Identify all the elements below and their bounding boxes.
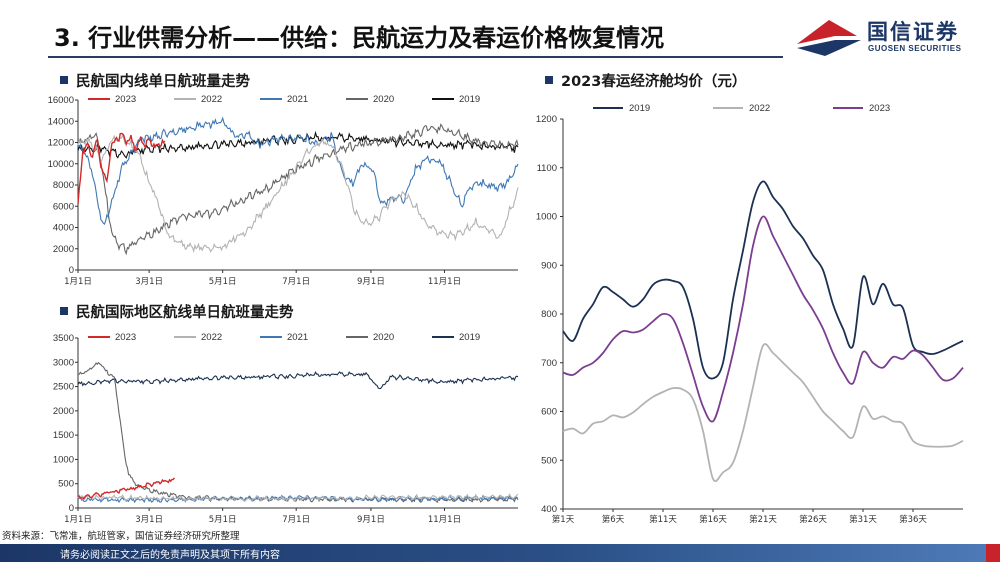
x-tick-label: 第21天 [749, 514, 777, 525]
y-tick-label: 0 [69, 265, 74, 276]
y-tick-label: 500 [58, 479, 74, 490]
legend-label-2023: 2023 [869, 103, 890, 114]
x-tick-label: 第1天 [552, 514, 575, 525]
bullet-icon [60, 307, 68, 315]
legend-label-2022: 2022 [201, 94, 222, 105]
y-tick-label: 1100 [537, 163, 557, 174]
series-line-2020 [77, 361, 519, 504]
x-tick-label: 第11天 [649, 514, 677, 525]
x-tick-label: 3月1日 [135, 515, 163, 525]
y-tick-label: 1500 [53, 430, 74, 441]
footer-bar: 请务必阅读正文之后的免责声明及其项下所有内容 [0, 544, 1000, 562]
y-tick-label: 16000 [48, 95, 74, 106]
y-tick-label: 1200 [536, 114, 557, 125]
domestic-chart-title-text: 民航国内线单日航班量走势 [76, 74, 250, 90]
series-line-2020 [77, 123, 519, 256]
x-tick-label: 1月1日 [64, 277, 92, 287]
legend-label-2021: 2021 [287, 332, 308, 343]
legend-label-2020: 2020 [373, 332, 394, 343]
y-tick-label: 2500 [53, 382, 74, 393]
y-tick-label: 800 [541, 309, 557, 320]
bullet-icon [545, 76, 553, 84]
legend-label-2023: 2023 [115, 332, 136, 343]
disclaimer-text: 请务必阅读正文之后的免责声明及其项下所有内容 [60, 550, 280, 561]
y-tick-label: 1000 [536, 212, 557, 223]
y-tick-label: 400 [541, 504, 557, 515]
y-tick-label: 500 [541, 455, 557, 466]
series-line-2022 [562, 343, 964, 482]
x-tick-label: 5月1日 [209, 515, 237, 525]
x-tick-label: 第16天 [699, 514, 727, 525]
legend-label-2022: 2022 [201, 332, 222, 343]
x-tick-label: 第36天 [899, 514, 927, 525]
guosen-logo-mark [797, 20, 861, 56]
x-tick-label: 11月1日 [428, 515, 461, 525]
y-tick-label: 900 [541, 260, 557, 271]
series-line-2021 [77, 116, 519, 226]
legend-label-2019: 2019 [459, 332, 480, 343]
x-tick-label: 9月1日 [357, 515, 385, 525]
x-tick-label: 第6天 [602, 514, 625, 525]
series-line-2023 [562, 215, 964, 423]
spring-chart-title: 2023春运经济舱均价（元） [545, 70, 746, 91]
international-flights-chart: 0 500 1000 1500 2000 2500 3000 3500 1月1日 3月1日 5月1日… [53, 332, 519, 525]
logo-en: GUOSEN SECURITIES [868, 44, 962, 53]
logo-name: 国信证券 [867, 20, 959, 44]
bullet-icon [60, 76, 68, 84]
intl-chart-title-text: 民航国际地区航线单日航班量走势 [76, 305, 294, 321]
series-line-2019 [77, 371, 519, 390]
x-tick-label: 1月1日 [64, 515, 92, 525]
x-tick-label: 第31天 [849, 514, 877, 525]
series-line-2019 [562, 180, 964, 380]
legend-label-2023: 2023 [115, 94, 136, 105]
legend-label-2019: 2019 [629, 103, 650, 114]
y-tick-label: 10000 [48, 159, 74, 170]
intl-chart-title: 民航国际地区航线单日航班量走势 [60, 301, 294, 322]
series-line-2022 [77, 493, 519, 503]
footer-accent [986, 544, 1000, 562]
x-tick-label: 5月1日 [209, 277, 237, 287]
x-tick-label: 7月1日 [282, 515, 310, 525]
y-tick-label: 3000 [53, 357, 74, 368]
legend-label-2020: 2020 [373, 94, 394, 105]
y-tick-label: 8000 [53, 180, 74, 191]
x-tick-label: 11月1日 [428, 277, 461, 287]
y-tick-label: 4000 [53, 223, 74, 234]
y-tick-label: 6000 [53, 201, 74, 212]
series-line-2023 [77, 477, 175, 500]
y-tick-label: 1000 [53, 454, 74, 465]
spring-festival-fare-chart: 400 500 600 700 800 900 1000 1100 1200 第1天 第6天 第11天… [536, 103, 964, 525]
page-title: 3. 行业供需分析——供给：民航运力及春运价格恢复情况 [54, 24, 665, 52]
spring-chart-title-text: 2023春运经济舱均价（元） [561, 74, 747, 90]
y-tick-label: 14000 [48, 116, 74, 127]
y-tick-label: 3500 [53, 333, 74, 344]
x-tick-label: 第26天 [799, 514, 827, 525]
guosen-logo: 国信证券 GUOSEN SECURITIES [795, 14, 990, 64]
y-tick-label: 700 [541, 358, 557, 369]
title-divider [48, 56, 783, 58]
domestic-flights-chart: 0 2000 4000 6000 8000 10000 12000 14000 16000 1月1… [48, 94, 519, 287]
legend-label-2022: 2022 [749, 103, 770, 114]
x-tick-label: 3月1日 [135, 277, 163, 287]
series-line-2022 [77, 132, 519, 254]
legend-label-2019: 2019 [459, 94, 480, 105]
y-tick-label: 2000 [53, 406, 74, 417]
legend-label-2021: 2021 [287, 94, 308, 105]
domestic-chart-title: 民航国内线单日航班量走势 [60, 70, 250, 91]
data-source-note: 资料来源：飞常准，航班管家，国信证券经济研究所整理 [2, 531, 240, 542]
y-tick-label: 600 [541, 407, 557, 418]
y-tick-label: 0 [69, 503, 74, 514]
y-tick-label: 12000 [48, 138, 74, 149]
y-tick-label: 2000 [53, 244, 74, 255]
series-line-2023 [77, 132, 166, 204]
x-tick-label: 7月1日 [282, 277, 310, 287]
x-tick-label: 9月1日 [357, 277, 385, 287]
